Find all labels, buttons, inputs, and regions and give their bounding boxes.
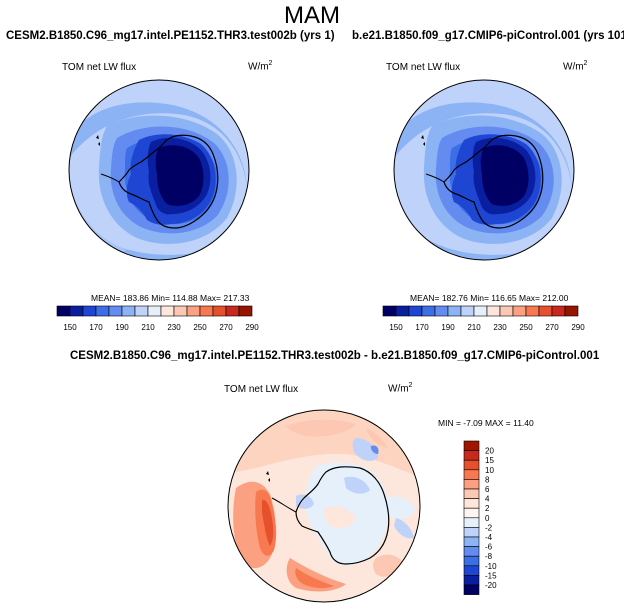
colorbar-2-swatch [512,305,527,317]
colorbar-3-tick-label: 4 [485,495,490,504]
colorbar-3-tick-label: 15 [485,456,494,465]
colorbar-2-swatch [408,305,423,317]
colorbar-1-swatch [82,305,97,317]
colorbar-2-tick-label: 150 [389,323,403,332]
colorbar-3-tick-label: -8 [485,552,493,561]
colorbar-1-swatch [95,305,110,317]
panel-3-units: W/m2 [388,382,413,395]
colorbar-1-swatch [238,305,253,317]
colorbar-3-tick-label: 8 [485,475,490,484]
colorbar-2-swatch [473,305,488,317]
colorbar-2-swatch [460,305,475,317]
colorbar-1-tick-label: 170 [89,323,103,332]
colorbar-1-swatch [56,305,71,317]
colorbar-3-swatch [463,469,480,480]
map-difference [227,409,421,603]
colorbar-1-swatch [160,305,175,317]
colorbar-1-swatch [134,305,149,317]
colorbar-3-tick-label: -2 [485,523,493,532]
colorbar-1-tick-label: 150 [63,323,77,332]
colorbar-2-tick-label: 250 [519,323,533,332]
colorbar-2-tick-label: 210 [467,323,481,332]
colorbar-2-swatch [421,305,436,317]
colorbar-3-swatch [463,555,480,567]
colorbar-2-tick-label: 190 [441,323,455,332]
colorbar-2-swatch [564,305,579,317]
colorbar-3-swatch [463,459,480,471]
colorbar-2-tick-label: 270 [545,323,559,332]
colorbar-3-swatch [463,527,480,538]
page-title: MAM [284,2,340,29]
colorbar-3-swatch [463,479,480,490]
colorbar-3-swatch [463,498,480,509]
colorbar-1-swatch [108,305,123,317]
colorbar-1-tick-label: 250 [193,323,207,332]
colorbar-1-tick-label: 190 [115,323,129,332]
colorbar-1-tick-label: 270 [219,323,233,332]
colorbar-2-swatch [382,305,397,317]
colorbar-1-swatch [199,305,214,317]
colorbar-3-swatch [463,507,480,519]
colorbar-1-tick-label: 290 [245,323,259,332]
colorbar-3-tick-label: 2 [485,504,490,513]
colorbar-2-swatch [447,305,462,317]
colorbar-3-tick-label: 20 [485,447,494,456]
colorbar-3-tick-label: -6 [485,543,493,552]
panel-3-variable: TOM net LW flux [224,384,299,395]
map-control-run [393,79,575,261]
colorbar-1-swatch [173,305,188,317]
colorbar-2-swatch [551,305,566,317]
colorbar-3-swatch [463,565,480,576]
colorbar-2-swatch [525,305,540,317]
colorbar-3-swatch [463,450,480,461]
panel-3-title: CESM2.B1850.C96_mg17.intel.PE1152.THR3.t… [70,350,600,362]
colorbar-3-tick-label: 10 [485,466,494,475]
panel-1-units: W/m2 [248,60,273,73]
colorbar-3-swatch [463,584,480,595]
colorbar-3-swatch [463,440,480,451]
panel-2-stats: MEAN= 182.76 Min= 116.65 Max= 212.00 [410,293,569,303]
colorbar-2-swatch [499,305,514,317]
colorbar-3-tick-label: -15 [485,571,497,580]
colorbar-1-swatch [225,305,240,317]
colorbar-2-tick-label: 290 [571,323,585,332]
colorbar-2-swatch [434,305,449,317]
colorbar-3-swatch [463,488,480,499]
colorbar-3-tick-label: 6 [485,485,490,494]
colorbar-2-swatch [395,305,410,317]
colorbar-1-swatch [121,305,136,317]
colorbar-3-swatch [463,546,480,557]
colorbar-1-swatch [69,305,84,317]
colorbar-3-swatch [463,575,480,586]
panel-1-variable: TOM net LW flux [62,62,137,73]
colorbar-1-tick-label: 210 [141,323,155,332]
colorbar-panel-1: 150 170 190 210 230 250 270 290 [56,305,259,332]
colorbar-2-tick-label: 230 [493,323,507,332]
panel-2-units: W/m2 [563,60,588,73]
panel-2-variable: TOM net LW flux [386,62,461,73]
panel-2-title: b.e21.B1850.f09_g17.CMIP6-piControl.001 … [352,30,624,42]
colorbar-3-tick-label: -10 [485,562,497,571]
colorbar-3-tick-label: 0 [485,514,490,523]
panel-1-stats: MEAN= 183.86 Min= 114.88 Max= 217.33 [91,293,250,303]
colorbar-panel-2: 150 170 190 210 230 250 270 290 [382,305,585,332]
colorbar-1-swatch [186,305,201,317]
colorbar-3-swatch [463,517,480,528]
panel-3-stats: MIN = -7.09 MAX = 11.40 [438,418,534,428]
colorbar-3-swatch [463,536,480,547]
colorbar-1-swatch [147,305,162,317]
colorbar-1-swatch [212,305,227,317]
colorbar-3-tick-label: -20 [485,581,497,590]
colorbar-3-tick-label: -4 [485,533,493,542]
map-test-run [68,79,250,261]
colorbar-2-swatch [486,305,501,317]
colorbar-2-swatch [538,305,553,317]
panel-1-title: CESM2.B1850.C96_mg17.intel.PE1152.THR3.t… [6,30,335,42]
colorbar-1-tick-label: 230 [167,323,181,332]
colorbar-2-tick-label: 170 [415,323,429,332]
